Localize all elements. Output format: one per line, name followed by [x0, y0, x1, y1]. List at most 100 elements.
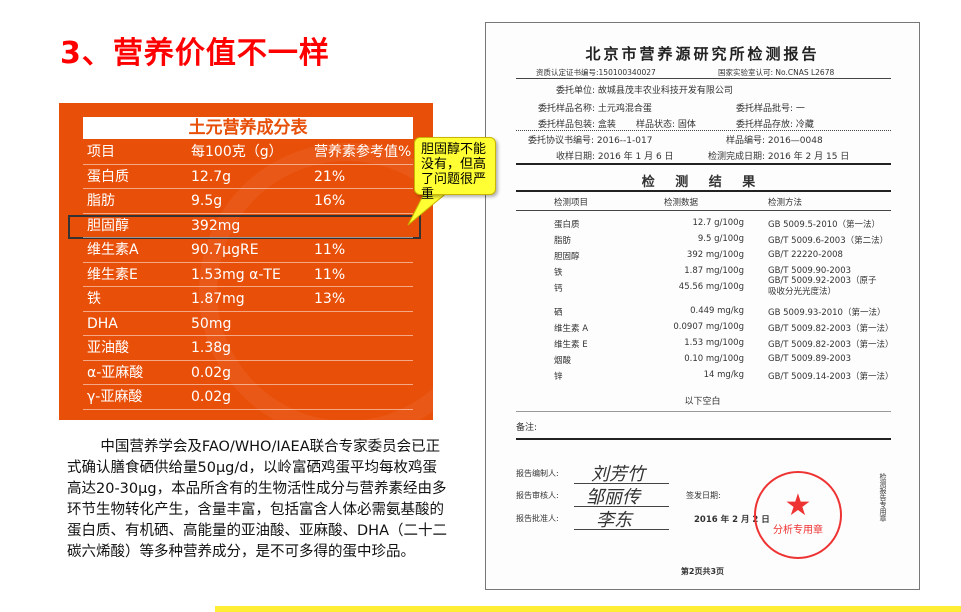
results-header: 检测方法	[768, 198, 803, 208]
results-cell: 铁	[554, 268, 563, 278]
signature-reviewer: 邹丽传	[586, 487, 640, 508]
issue-date-label: 签发日期:	[686, 491, 721, 500]
table-cell: 392mg	[191, 217, 241, 234]
results-cell: 维生素 A	[554, 324, 589, 334]
remarks-label: 备注:	[516, 423, 538, 433]
results-cell: 维生素 E	[554, 340, 588, 350]
table-cell: 胆固醇	[87, 217, 129, 234]
report-completed: 检测完成日期: 2016 年 2 月 15 日	[708, 152, 850, 162]
results-title: 检 测 结 果	[641, 175, 764, 190]
results-row: 钙 45.56 mg/100g GB/T 5009.92-2003（原子吸收分光光度…	[486, 276, 919, 298]
results-cell: 钙	[554, 284, 563, 294]
table-cell: 13%	[314, 291, 346, 307]
table-cell: 脂肪	[87, 193, 115, 209]
nutrition-table-panel: 土元营养成分表 项目 每100克（g） 营养素参考值% 蛋白质 12.7g 21% 脂…	[59, 103, 495, 439]
results-row: 硒 0.449 mg/kg GB 5009.93-2010（第一法）	[486, 306, 919, 322]
table-cell: 蛋白质	[87, 168, 129, 185]
header-cell: 项目	[87, 144, 115, 160]
signature-approver: 李东	[596, 510, 632, 531]
table-header-row: 项目 每100克（g） 营养素参考值%	[83, 140, 413, 165]
star-icon: ★	[784, 488, 812, 523]
table-row: 维生素A 90.7μgRE 11%	[83, 238, 413, 263]
table-cell: 11%	[314, 242, 346, 258]
slide-title: 3、营养价值不一样	[60, 36, 330, 71]
results-cell: GB/T 5009.92-2003（原子吸收分光光度法）	[768, 276, 877, 297]
table-cell: 1.38g	[191, 340, 232, 356]
table-cell: 0.02g	[191, 389, 232, 405]
compiler-label: 报告编制人:	[516, 469, 559, 478]
results-cell: 14 mg/kg	[703, 370, 744, 380]
table-row: α-亚麻酸 0.02g	[83, 361, 413, 385]
results-row: 锌 14 mg/kg GB/T 5009.14-2003（第一法）	[486, 370, 919, 386]
official-stamp: ★ 分析专用章	[754, 471, 842, 559]
blank-below: 以下空白	[684, 397, 721, 407]
table-cell: γ-亚麻酸	[87, 389, 143, 405]
results-cell: 45.56 mg/100g	[678, 282, 744, 292]
bottom-accent-bar	[215, 606, 961, 612]
report-package: 委托样品包装: 盒装	[538, 120, 616, 130]
table-cell: α-亚麻酸	[87, 364, 144, 381]
description-paragraph: 中国营养学会及FAO/WHO/IAEA联合专家委员会已正式确认膳食硒供给量50μ…	[67, 439, 447, 560]
report-title: 北京市营养源研究所检测报告	[585, 45, 820, 63]
results-cell: GB/T 5009.90-2003	[768, 266, 852, 276]
table-row: 脂肪 9.5g 16%	[83, 189, 413, 214]
results-cell: GB 5009.93-2010（第一法）	[768, 308, 886, 318]
table-cell: 0.02g	[191, 364, 232, 381]
stamp-text: 分析专用章	[773, 525, 823, 536]
side-note: 检测报告专用章	[879, 473, 887, 522]
results-cell: 蛋白质	[554, 220, 580, 230]
results-cell: 0.10 mg/100g	[684, 354, 744, 364]
results-row: 铁 1.87 mg/100g GB/T 5009.90-2003	[486, 266, 919, 282]
table-row: 铁 1.87mg 13%	[83, 287, 413, 312]
table-cell: 50mg	[191, 315, 232, 332]
results-row: 蛋白质 12.7 g/100g GB 5009.5-2010（第一法）	[486, 218, 919, 234]
table-cell: 16%	[314, 193, 346, 209]
results-cell: GB 5009.5-2010（第一法）	[768, 220, 881, 230]
table-row: 胆固醇 392mg	[83, 214, 413, 238]
page-number: 第2页共3页	[680, 567, 725, 576]
signature-compiler: 刘芳竹	[591, 464, 645, 485]
results-cell: GB/T 5009.6-2003（第二法）	[768, 236, 889, 246]
report-state: 样品状态: 固体	[636, 120, 696, 130]
nutrition-table-title: 土元营养成分表	[83, 117, 413, 139]
table-cell: 亚油酸	[87, 340, 129, 356]
results-cell: 1.87 mg/100g	[684, 266, 744, 276]
approver-label: 报告批准人:	[516, 514, 559, 523]
table-cell: 12.7g	[191, 168, 232, 185]
results-cell: 锌	[554, 372, 563, 382]
table-row: 维生素E 1.53mg α-TE 11%	[83, 263, 413, 287]
table-cell: DHA	[87, 315, 118, 332]
results-header: 检测数据	[664, 198, 699, 208]
report-client: 委托单位: 故城县茂丰农业科技开发有限公司	[556, 86, 733, 96]
cholesterol-highlight-box	[68, 215, 421, 239]
results-cell: 12.7 g/100g	[692, 218, 744, 228]
results-row: 维生素 E 1.53 mg/100g GB/T 5009.82-2003（第一法）	[486, 338, 919, 354]
results-cell: GB/T 5009.82-2003（第一法）	[768, 340, 894, 350]
report-cnas: 国家实验室认可: No.CNAS L2678	[718, 68, 835, 77]
table-row: DHA 50mg	[83, 312, 413, 336]
results-cell: GB/T 5009.14-2003（第一法）	[768, 372, 894, 382]
table-cell: 铁	[87, 291, 101, 307]
table-row: 亚油酸 1.38g	[83, 336, 413, 361]
report-sample-name: 委托样品名称: 土元鸡混合蛋	[538, 104, 652, 114]
results-row: 胆固醇 392 mg/100g GB/T 22220-2008	[486, 250, 919, 266]
table-cell: 11%	[314, 266, 346, 283]
issue-date: 2016 年 2 月 2 日	[694, 515, 770, 525]
results-row: 烟酸 0.10 mg/100g GB/T 5009.89-2003	[486, 354, 919, 370]
results-header: 检测项目	[554, 198, 589, 208]
table-row: γ-亚麻酸 0.02g	[83, 385, 413, 410]
report-sample-no: 样品编号: 2016—0048	[726, 136, 823, 146]
results-cell: 0.449 mg/kg	[690, 306, 744, 316]
report-cert: 资质认定证书编号:150100340027	[536, 68, 656, 77]
results-cell: GB/T 22220-2008	[768, 250, 843, 260]
reviewer-label: 报告审核人:	[516, 491, 559, 500]
results-cell: 0.0907 mg/100g	[673, 322, 744, 332]
report-agreement: 委托协议书编号: 2016--1-017	[528, 136, 653, 146]
header-cell: 每100克（g）	[191, 144, 283, 160]
results-cell: GB/T 5009.89-2003	[768, 354, 852, 364]
table-cell: 维生素E	[87, 266, 138, 283]
results-header-row: 检测项目 检测数据 检测方法	[486, 196, 919, 212]
report-received: 收样日期: 2016 年 1 月 6 日	[556, 152, 674, 162]
results-cell: 胆固醇	[554, 252, 580, 262]
results-cell: 9.5 g/100g	[697, 234, 744, 244]
